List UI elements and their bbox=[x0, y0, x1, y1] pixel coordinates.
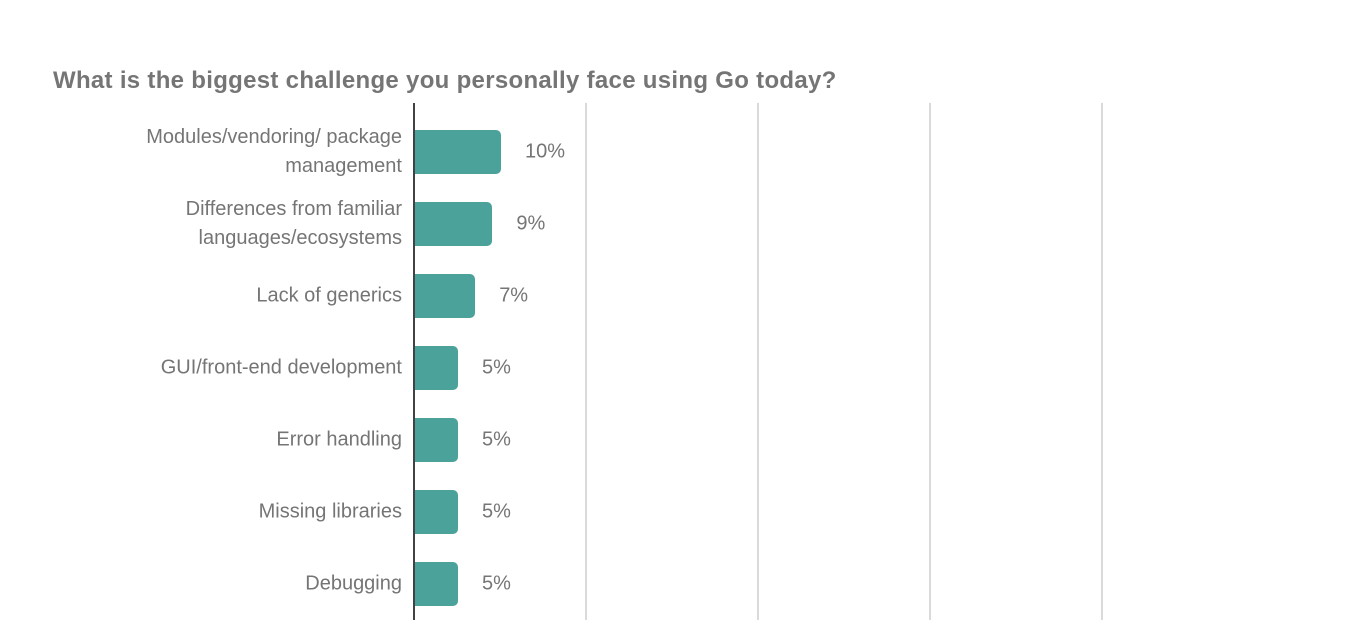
gridline bbox=[757, 103, 759, 620]
category-label: Missing libraries bbox=[258, 500, 402, 523]
bar bbox=[415, 346, 458, 390]
value-label: 7% bbox=[499, 284, 529, 307]
gridline bbox=[929, 103, 931, 620]
value-label: 5% bbox=[482, 572, 511, 595]
bar bbox=[415, 490, 458, 534]
value-label: 10% bbox=[525, 140, 566, 163]
value-label: 5% bbox=[482, 428, 511, 451]
y-axis-line bbox=[413, 103, 415, 620]
category-label: Error handling bbox=[276, 428, 402, 451]
category-label: Lack of generics bbox=[256, 284, 402, 307]
value-label: 5% bbox=[482, 356, 511, 379]
chart-title: What is the biggest challenge you person… bbox=[53, 67, 837, 95]
category-label: Modules/vendoring/ package management bbox=[146, 126, 402, 177]
bar bbox=[415, 418, 458, 462]
category-label: Differences from familiar languages/ecos… bbox=[185, 198, 402, 249]
category-label: Debugging bbox=[305, 572, 402, 595]
gridline bbox=[1101, 103, 1103, 620]
bar bbox=[415, 130, 501, 174]
bar bbox=[415, 274, 476, 318]
bar bbox=[415, 562, 458, 606]
category-label: GUI/front-end development bbox=[160, 356, 402, 379]
value-label: 9% bbox=[516, 212, 546, 235]
value-label: 5% bbox=[482, 500, 511, 523]
bar bbox=[415, 202, 493, 246]
gridline bbox=[585, 103, 587, 620]
